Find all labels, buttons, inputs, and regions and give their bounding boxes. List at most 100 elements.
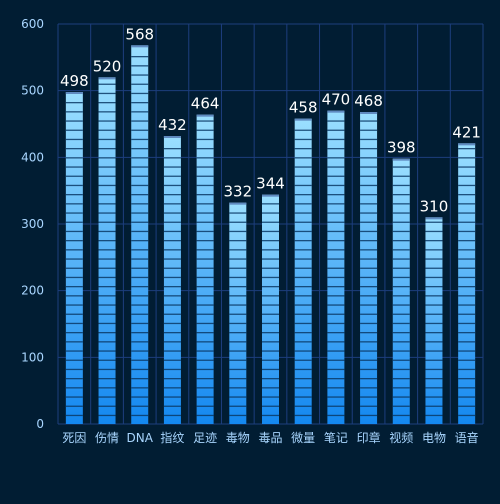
bar-segment-gap bbox=[458, 359, 476, 361]
bar-segment-gap bbox=[131, 276, 149, 279]
bar-segment-gap bbox=[262, 405, 279, 407]
bar-segment-gap bbox=[360, 230, 378, 233]
bar-segment-gap bbox=[425, 295, 443, 297]
bar-segment-gap bbox=[262, 368, 279, 371]
bar-segment-gap bbox=[98, 230, 116, 233]
bar-segment-gap bbox=[98, 276, 116, 279]
bar-segment-gap bbox=[294, 203, 312, 205]
y-tick-label: 500 bbox=[21, 84, 44, 98]
bar-segment-gap bbox=[458, 221, 476, 223]
bar-segment-gap bbox=[131, 313, 149, 315]
bar-segment-gap bbox=[229, 276, 247, 279]
bar-segment-gap bbox=[163, 194, 181, 196]
bar-segment-gap bbox=[392, 203, 410, 205]
bar-segment-gap bbox=[131, 258, 149, 260]
bar-segment-gap bbox=[262, 387, 279, 389]
bar-segment-gap bbox=[229, 212, 247, 214]
bar-segment-gap bbox=[458, 157, 476, 159]
bar-segment-gap bbox=[196, 221, 214, 223]
bar-segment-gap bbox=[360, 175, 378, 177]
x-tick-label: 微量 bbox=[291, 431, 315, 445]
bar-segment-gap bbox=[131, 157, 149, 159]
bar-segment-gap bbox=[98, 350, 116, 352]
bar-segment-gap bbox=[262, 295, 279, 297]
bar-毒物 bbox=[229, 202, 247, 424]
bar-segment-gap bbox=[196, 341, 214, 343]
bar-segment-gap bbox=[65, 184, 83, 187]
bar-segment-gap bbox=[196, 258, 214, 260]
bar-segment-gap bbox=[392, 359, 410, 361]
bar-segment-gap bbox=[229, 378, 247, 380]
bar-segment-gap bbox=[163, 286, 181, 288]
bar-segment-gap bbox=[360, 387, 378, 389]
bar-segment-gap bbox=[294, 387, 312, 389]
bar-segment-gap bbox=[163, 276, 181, 279]
bar-segment-gap bbox=[65, 120, 83, 122]
bar-segment-gap bbox=[327, 378, 345, 380]
bar-cap bbox=[262, 194, 279, 197]
bar-segment-gap bbox=[458, 258, 476, 260]
bar-segment-gap bbox=[458, 313, 476, 315]
bar-segment-gap bbox=[98, 184, 116, 187]
bar-segment-gap bbox=[131, 286, 149, 288]
bar-segment-gap bbox=[327, 267, 345, 269]
bar bbox=[196, 114, 214, 425]
bar-segment-gap bbox=[196, 359, 214, 361]
bar-segment-gap bbox=[65, 405, 83, 407]
bar-segment-gap bbox=[360, 286, 378, 288]
bar-segment-gap bbox=[229, 286, 247, 288]
bar-segment-gap bbox=[98, 304, 116, 306]
bar-segment-gap bbox=[131, 65, 149, 67]
bar-segment-gap bbox=[327, 405, 345, 407]
bar-segment-gap bbox=[425, 267, 443, 269]
bar-segment-gap bbox=[294, 350, 312, 352]
bar-segment-gap bbox=[262, 230, 279, 233]
bar-segment-gap bbox=[196, 295, 214, 297]
bar-segment-gap bbox=[360, 313, 378, 315]
bar-segment-gap bbox=[196, 249, 214, 251]
bar-segment-gap bbox=[98, 341, 116, 343]
bar-segment-gap bbox=[196, 405, 214, 407]
bar-死因 bbox=[65, 92, 83, 424]
bar-segment-gap bbox=[131, 175, 149, 177]
bar-segment-gap bbox=[360, 129, 378, 131]
bar-segment-gap bbox=[294, 267, 312, 269]
bar-segment-gap bbox=[425, 332, 443, 334]
bar-segment-gap bbox=[294, 157, 312, 159]
bar-segment-gap bbox=[65, 295, 83, 297]
bar-cap bbox=[163, 136, 181, 138]
bar-segment-gap bbox=[294, 166, 312, 168]
bar-segment-gap bbox=[425, 378, 443, 380]
bar-segment-gap bbox=[98, 332, 116, 334]
bar-segment-gap bbox=[425, 368, 443, 371]
bar-segment-gap bbox=[392, 249, 410, 251]
bar-segment-gap bbox=[360, 341, 378, 343]
bar-segment-gap bbox=[163, 378, 181, 380]
bar-cap bbox=[425, 217, 443, 220]
bar-segment-gap bbox=[425, 286, 443, 288]
bar-segment-gap bbox=[229, 322, 247, 325]
bar-segment-gap bbox=[458, 184, 476, 187]
bar-segment-gap bbox=[131, 405, 149, 407]
bar-segment-gap bbox=[327, 387, 345, 389]
bar-segment-gap bbox=[131, 184, 149, 187]
bar-segment-gap bbox=[65, 157, 83, 159]
bar-segment-gap bbox=[262, 396, 279, 398]
bar-segment-gap bbox=[131, 396, 149, 398]
bar-segment-gap bbox=[294, 258, 312, 260]
data-label: 398 bbox=[387, 139, 416, 157]
x-tick-label: 印章 bbox=[357, 430, 381, 445]
bar-segment-gap bbox=[196, 166, 214, 168]
bar-segment-gap bbox=[294, 184, 312, 187]
bar bbox=[262, 194, 279, 424]
bar-segment-gap bbox=[262, 221, 279, 223]
bar-segment-gap bbox=[131, 378, 149, 380]
bar-指纹 bbox=[163, 136, 181, 424]
bar-segment-gap bbox=[229, 221, 247, 223]
bar-segment-gap bbox=[327, 157, 345, 159]
bar-segment-gap bbox=[196, 414, 214, 417]
bar-segment-gap bbox=[131, 120, 149, 122]
bar-语音 bbox=[458, 143, 476, 425]
